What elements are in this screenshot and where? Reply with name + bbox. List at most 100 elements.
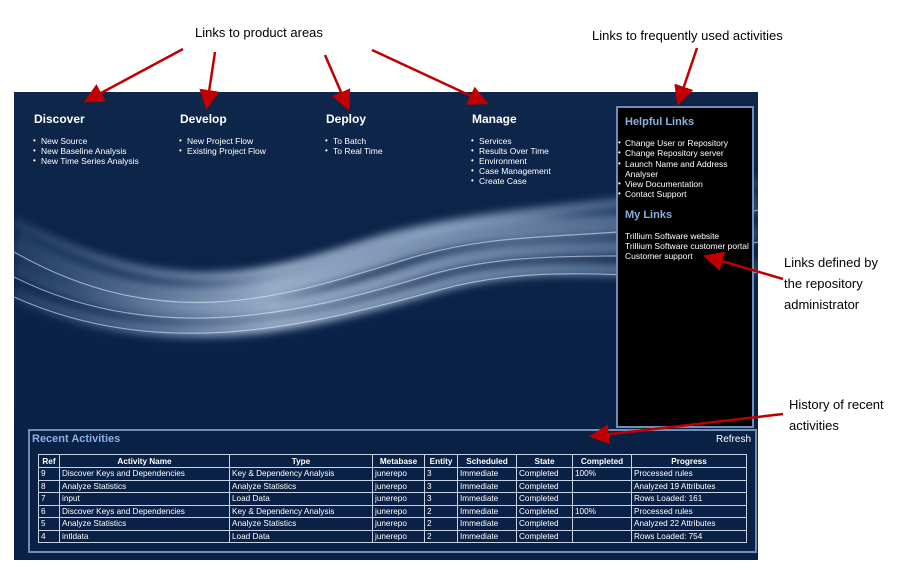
cell-entity: 3 bbox=[424, 479, 458, 493]
cell-activity: Discover Keys and Dependencies bbox=[59, 467, 230, 481]
cell-progress: Analyzed 22 Attributes bbox=[631, 517, 747, 531]
link-trillium-website[interactable]: Trillium Software website bbox=[625, 231, 752, 241]
cell-completed bbox=[572, 529, 632, 543]
link-text[interactable]: Create Case bbox=[479, 176, 527, 186]
link-text[interactable]: Results Over Time bbox=[479, 146, 549, 156]
cell-ref: 8 bbox=[38, 479, 60, 493]
callout-history-line2: activities bbox=[789, 418, 839, 433]
column-header[interactable]: Activity Name bbox=[59, 454, 230, 468]
cell-activity: Analyze Statistics bbox=[59, 479, 230, 493]
link-launch-name-address[interactable]: Launch Name and Address bbox=[618, 158, 752, 170]
link-text[interactable]: Change Repository server bbox=[625, 148, 724, 159]
cell-completed bbox=[572, 517, 632, 531]
link-trillium-portal[interactable]: Trillium Software customer portal bbox=[625, 241, 752, 251]
link-new-baseline-analysis[interactable]: New Baseline Analysis bbox=[33, 146, 139, 156]
link-text[interactable]: Contact Support bbox=[625, 189, 687, 200]
link-text[interactable]: Environment bbox=[479, 156, 527, 166]
column-header[interactable]: Type bbox=[229, 454, 373, 468]
cell-completed bbox=[572, 479, 632, 493]
table-row[interactable]: 4 intldata Load Data junerepo 2 Immediate Comp… bbox=[38, 529, 747, 543]
area-deploy: Deploy To Batch To Real Time bbox=[325, 112, 383, 156]
table-row[interactable]: 8 Analyze Statistics Analyze Statistics jun… bbox=[38, 479, 747, 493]
link-change-user[interactable]: Change User or Repository bbox=[618, 138, 752, 149]
link-text[interactable]: New Project Flow bbox=[187, 136, 254, 146]
cell-progress: Analyzed 19 Attributes bbox=[631, 479, 747, 493]
cell-ref: 6 bbox=[38, 504, 60, 518]
link-text[interactable]: New Baseline Analysis bbox=[41, 146, 127, 156]
link-services[interactable]: Services bbox=[471, 136, 551, 146]
link-text[interactable]: To Real Time bbox=[333, 146, 383, 156]
link-text[interactable]: Trillium Software website bbox=[625, 230, 720, 241]
link-text[interactable]: View Documentation bbox=[625, 179, 703, 190]
link-existing-project-flow[interactable]: Existing Project Flow bbox=[179, 146, 266, 156]
cell-activity: Analyze Statistics bbox=[59, 517, 230, 531]
link-to-batch[interactable]: To Batch bbox=[325, 136, 383, 146]
link-contact-support[interactable]: Contact Support bbox=[618, 189, 752, 200]
cell-state: Completed bbox=[516, 467, 573, 481]
column-header[interactable]: Scheduled bbox=[457, 454, 517, 468]
cell-ref: 4 bbox=[38, 529, 60, 543]
link-text[interactable]: Existing Project Flow bbox=[187, 146, 266, 156]
link-change-repository-server[interactable]: Change Repository server bbox=[618, 148, 752, 159]
cell-progress: Processed rules bbox=[631, 504, 747, 518]
recent-activities-table: Ref Activity Name Type Metabase Entity S… bbox=[38, 454, 747, 543]
cell-completed bbox=[572, 492, 632, 506]
link-environment[interactable]: Environment bbox=[471, 156, 551, 166]
callout-history-line1: History of recent bbox=[789, 397, 884, 412]
callout-admin-line1: Links defined by bbox=[784, 255, 878, 270]
link-view-documentation[interactable]: View Documentation bbox=[618, 179, 752, 190]
link-new-time-series-analysis[interactable]: New Time Series Analysis bbox=[33, 156, 139, 166]
column-header[interactable]: Completed bbox=[572, 454, 632, 468]
link-text[interactable]: New Source bbox=[41, 136, 88, 146]
link-text[interactable]: Trillium Software customer portal bbox=[625, 241, 749, 252]
column-header[interactable]: Progress bbox=[631, 454, 747, 468]
link-launch-name-address-cont[interactable]: Analyser bbox=[625, 169, 752, 179]
link-text[interactable]: Change User or Repository bbox=[625, 138, 728, 148]
cell-scheduled: Immediate bbox=[457, 504, 517, 518]
cell-scheduled: Immediate bbox=[457, 529, 517, 543]
link-text[interactable]: Launch Name and Address bbox=[625, 158, 728, 169]
area-develop: Develop New Project Flow Existing Projec… bbox=[179, 112, 266, 156]
cell-activity: Discover Keys and Dependencies bbox=[59, 504, 230, 518]
callout-product-areas: Links to product areas bbox=[195, 25, 323, 40]
link-to-real-time[interactable]: To Real Time bbox=[325, 146, 383, 156]
column-header[interactable]: State bbox=[516, 454, 573, 468]
callout-admin-line3: administrator bbox=[784, 297, 860, 312]
area-title-deploy: Deploy bbox=[326, 112, 367, 126]
refresh-button[interactable]: Refresh bbox=[715, 434, 751, 445]
column-header[interactable]: Ref bbox=[38, 454, 60, 468]
link-text[interactable]: Analyser bbox=[625, 168, 659, 179]
link-new-source[interactable]: New Source bbox=[33, 136, 139, 146]
link-new-project-flow[interactable]: New Project Flow bbox=[179, 136, 266, 146]
link-customer-support[interactable]: Customer support bbox=[625, 251, 752, 261]
cell-type: Analyze Statistics bbox=[229, 479, 373, 493]
column-header[interactable]: Metabase bbox=[372, 454, 425, 468]
link-text[interactable]: New Time Series Analysis bbox=[41, 156, 139, 166]
link-results-over-time[interactable]: Results Over Time bbox=[471, 146, 551, 156]
column-header[interactable]: Entity bbox=[424, 454, 458, 468]
cell-scheduled: Immediate bbox=[457, 492, 517, 506]
cell-metabase: junerepo bbox=[372, 529, 425, 543]
link-text[interactable]: Customer support bbox=[625, 251, 693, 262]
area-title-manage: Manage bbox=[472, 112, 517, 126]
table-header-row: Ref Activity Name Type Metabase Entity S… bbox=[38, 454, 747, 468]
link-case-management[interactable]: Case Management bbox=[471, 166, 551, 176]
link-create-case[interactable]: Create Case bbox=[471, 176, 551, 186]
cell-ref: 7 bbox=[38, 492, 60, 506]
cell-completed: 100% bbox=[572, 467, 632, 481]
link-text[interactable]: Services bbox=[479, 136, 512, 146]
link-text[interactable]: Case Management bbox=[479, 166, 551, 176]
table-row[interactable]: 7 input Load Data junerepo 3 Immediate Complet… bbox=[38, 492, 747, 506]
cell-state: Completed bbox=[516, 517, 573, 531]
link-text[interactable]: To Batch bbox=[333, 136, 367, 146]
table-row[interactable]: 9 Discover Keys and Dependencies Key & Dep… bbox=[38, 467, 747, 481]
cell-progress: Processed rules bbox=[631, 467, 747, 481]
cell-state: Completed bbox=[516, 504, 573, 518]
cell-entity: 3 bbox=[424, 467, 458, 481]
cell-completed: 100% bbox=[572, 504, 632, 518]
helpful-links-panel: Helpful Links Change User or Repository … bbox=[616, 106, 754, 428]
table-row[interactable]: 6 Discover Keys and Dependencies Key & Dep… bbox=[38, 504, 747, 518]
cell-metabase: junerepo bbox=[372, 504, 425, 518]
table-row[interactable]: 5 Analyze Statistics Analyze Statistics jun… bbox=[38, 517, 747, 531]
callout-admin-line2: the repository bbox=[784, 276, 863, 291]
